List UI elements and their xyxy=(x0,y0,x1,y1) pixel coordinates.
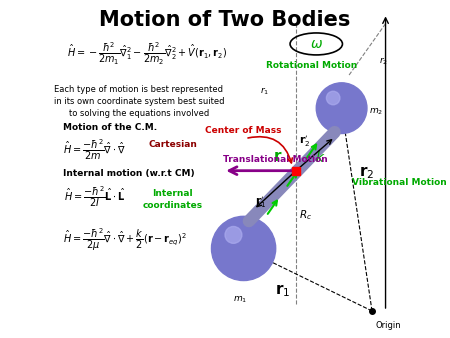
Text: Center of Mass: Center of Mass xyxy=(205,126,282,135)
Text: $m_2$: $m_2$ xyxy=(369,106,383,117)
Text: $\hat{H} = \dfrac{-\hbar^2}{2m}\hat{\nabla}\cdot\hat{\nabla}$: $\hat{H} = \dfrac{-\hbar^2}{2m}\hat{\nab… xyxy=(63,137,126,162)
Circle shape xyxy=(225,226,242,243)
Text: $\omega$: $\omega$ xyxy=(310,37,323,51)
Text: Rotational Motion: Rotational Motion xyxy=(266,61,357,70)
Text: $R_c$: $R_c$ xyxy=(299,208,312,222)
Text: Motion of the C.M.: Motion of the C.M. xyxy=(63,123,157,132)
Text: Origin: Origin xyxy=(375,321,401,330)
Text: Motion of Two Bodies: Motion of Two Bodies xyxy=(99,10,351,30)
Text: $\mathbf{r}_2$: $\mathbf{r}_2$ xyxy=(359,164,374,181)
Text: $r_1$: $r_1$ xyxy=(261,86,270,97)
Text: $\mathbf{r}_1'$: $\mathbf{r}_1'$ xyxy=(256,194,267,210)
Circle shape xyxy=(316,83,367,134)
Text: Translational Motion: Translational Motion xyxy=(223,155,328,164)
Text: Vibrational Motion: Vibrational Motion xyxy=(352,178,446,187)
Text: $\hat{H} = \dfrac{-\hbar^2}{2\mu}\hat{\nabla}\cdot\hat{\nabla} + \dfrac{k}{2}(\m: $\hat{H} = \dfrac{-\hbar^2}{2\mu}\hat{\n… xyxy=(63,226,187,253)
Text: Cartesian: Cartesian xyxy=(148,140,197,149)
Text: $\hat{H} = \dfrac{-\hbar^2}{2I}\hat{\mathbf{L}}\cdot\hat{\mathbf{L}}$: $\hat{H} = \dfrac{-\hbar^2}{2I}\hat{\mat… xyxy=(64,184,126,209)
Text: $\mathbf{r}_2'$: $\mathbf{r}_2'$ xyxy=(299,133,310,149)
Text: Internal motion (w.r.t CM): Internal motion (w.r.t CM) xyxy=(63,169,194,178)
Text: $m_1$: $m_1$ xyxy=(233,294,248,305)
Circle shape xyxy=(326,91,340,105)
Text: $\mathbf{r}_1$: $\mathbf{r}_1$ xyxy=(275,282,290,299)
Text: Internal
coordinates: Internal coordinates xyxy=(143,189,202,210)
Text: Each type of motion is best represented
in its own coordinate system best suited: Each type of motion is best represented … xyxy=(54,84,224,119)
Text: $k$: $k$ xyxy=(315,150,325,165)
Text: $r_2$: $r_2$ xyxy=(379,55,388,67)
Text: $\mathbf{r}$: $\mathbf{r}$ xyxy=(273,149,283,164)
Text: $\hat{H} = -\dfrac{\hbar^2}{2m_1}\hat{\nabla}_1^2 - \dfrac{\hbar^2}{2m_2}\hat{\n: $\hat{H} = -\dfrac{\hbar^2}{2m_1}\hat{\n… xyxy=(67,41,227,67)
Circle shape xyxy=(212,216,276,281)
